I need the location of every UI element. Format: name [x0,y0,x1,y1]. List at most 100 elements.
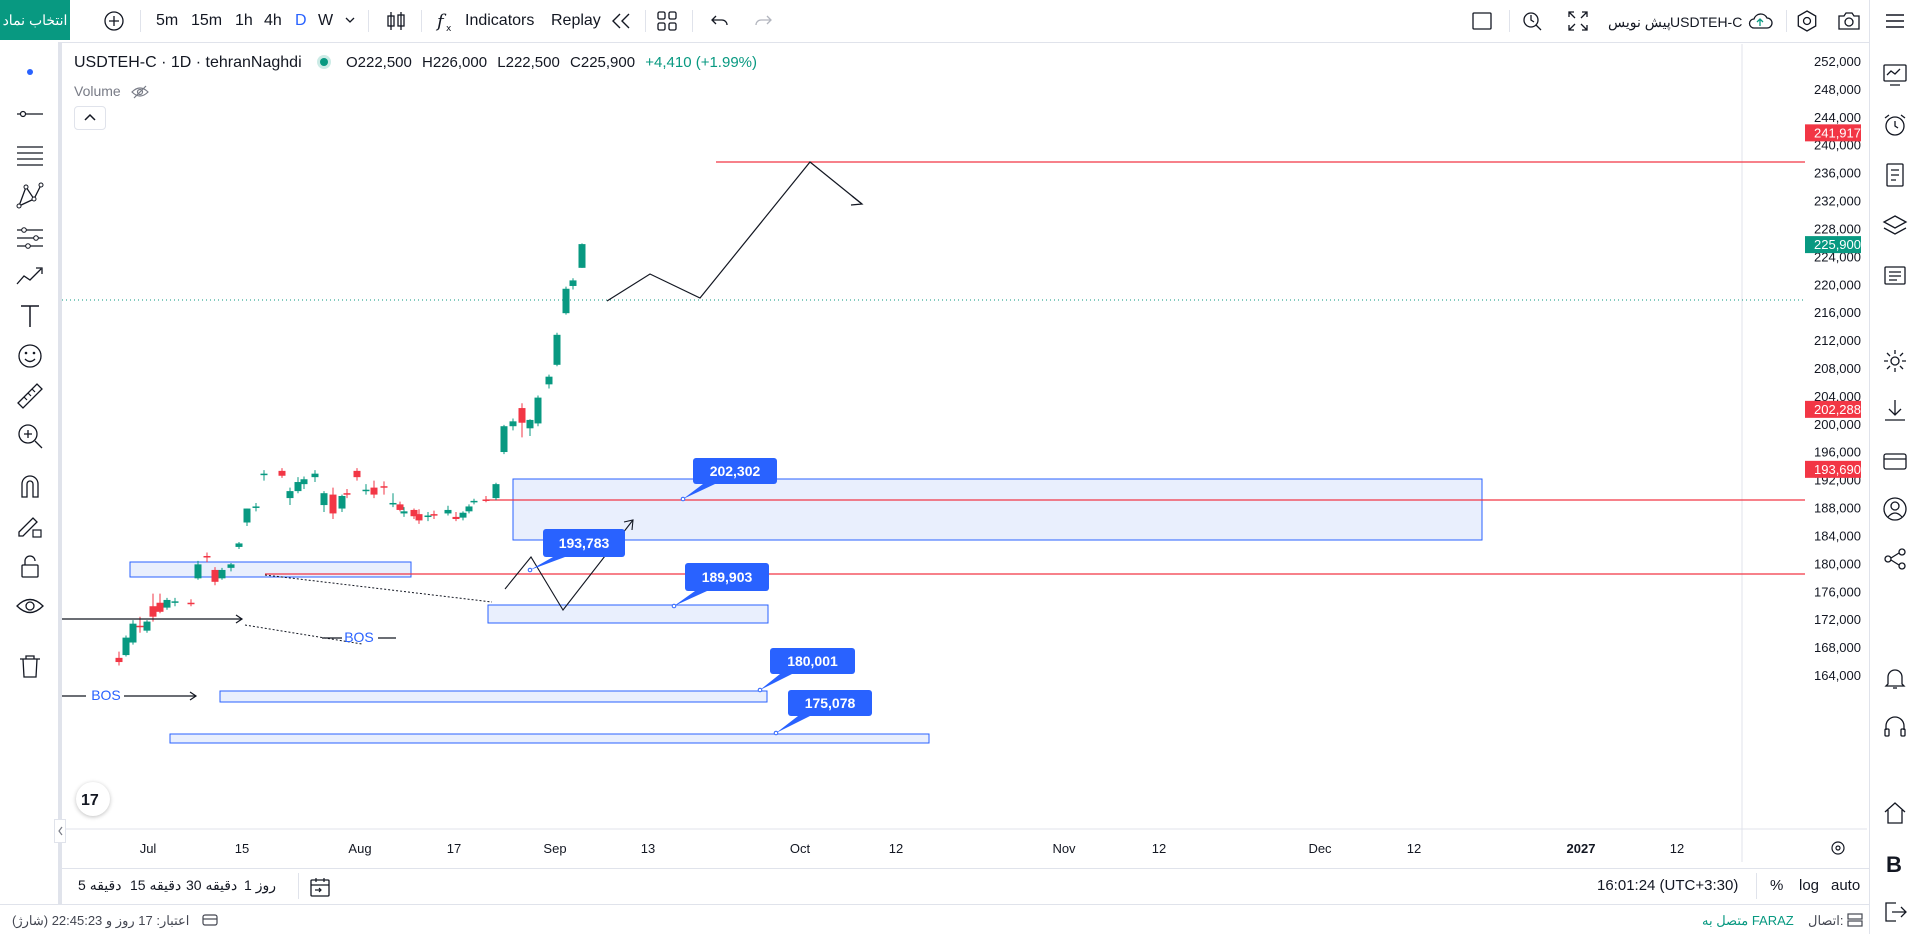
supply-zone-small[interactable] [129,561,412,578]
candle-down[interactable] [211,569,219,582]
candle-up[interactable] [578,244,586,268]
candle-up[interactable] [470,500,478,503]
candle-down[interactable] [353,470,361,478]
cloud-save-button[interactable] [1746,9,1774,33]
price-axis-label[interactable] [1805,400,1861,418]
screenshot-button[interactable] [1836,9,1862,33]
candle-down[interactable] [343,493,351,495]
projection-path[interactable] [606,161,863,302]
price-axis-label[interactable] [1805,460,1861,478]
symbol-sub-label[interactable]: پیش نویس [1608,14,1671,30]
candle-down[interactable] [452,516,460,520]
candle-down[interactable] [329,494,337,514]
tradingview-logo[interactable]: 17 [76,782,110,816]
candle-up[interactable] [362,489,370,492]
interval-w[interactable]: W [318,12,334,29]
add-symbol-button[interactable] [102,9,126,33]
text-tool[interactable] [14,300,46,332]
candle-up[interactable] [569,280,577,286]
candle-up[interactable] [492,484,500,499]
remove-drawings-tool[interactable] [14,650,46,682]
interval-15m[interactable]: 15m [191,12,223,29]
candle-up[interactable] [311,473,319,478]
fib-tool[interactable] [14,139,46,171]
candle-up[interactable] [227,564,235,568]
candle-up[interactable] [545,376,553,385]
demand-zone-189903[interactable] [487,604,769,624]
callout-box[interactable] [693,458,777,484]
emoji-tool[interactable] [14,340,46,372]
candle-down[interactable] [156,602,164,612]
candle-down[interactable] [149,606,157,617]
candle-up[interactable] [163,599,171,608]
zigzag-path[interactable] [504,519,634,611]
candle-down[interactable] [482,499,490,501]
candle-down[interactable] [136,625,144,628]
candle-up[interactable] [218,569,226,579]
percent-scale-toggle[interactable]: % [1770,877,1784,894]
candle-up[interactable] [553,334,561,365]
brush-tool[interactable] [14,260,46,292]
demand-zone-main[interactable] [512,478,1483,541]
forecast-tool[interactable] [14,220,46,252]
download-button[interactable] [1880,396,1910,426]
bos-label[interactable]: BOS [344,629,374,645]
alerts-button[interactable] [1880,110,1910,140]
redo-button[interactable] [751,9,775,33]
candle-down[interactable] [370,487,378,495]
fullscreen-button[interactable] [1566,9,1590,33]
logout-button[interactable] [1880,897,1910,927]
cursor-tool[interactable] [14,56,46,88]
interval-4h[interactable]: 4h [264,12,282,29]
go-to-date-button[interactable] [308,875,332,899]
interval-d[interactable]: D [295,12,307,29]
magnet-tool[interactable] [14,470,46,502]
undo-button[interactable] [708,9,732,33]
stay-in-drawing-tool[interactable] [14,510,46,542]
axis-settings-icon[interactable] [1831,841,1845,855]
auto-scale-toggle[interactable]: auto [1831,877,1861,894]
chart-type-button[interactable] [383,8,409,34]
broker-button[interactable]: B [1880,848,1910,878]
home-button[interactable] [1880,798,1910,828]
hide-drawings-tool[interactable] [14,590,46,622]
candle-down[interactable] [410,509,418,517]
price-axis-label[interactable] [1805,236,1861,254]
candle-up[interactable] [562,288,570,314]
watchlist-button[interactable] [1880,60,1910,90]
candle-up[interactable] [509,421,517,427]
chart-pane[interactable]: 252,000 248,000 244,000 240,000 236,000 232,0… [54,44,1869,862]
bos-label[interactable]: BOS [91,687,121,703]
eye-off-icon[interactable] [130,85,149,99]
interval-1h[interactable]: 1h [235,12,253,29]
demand-zone-180001[interactable] [219,690,768,703]
billing-button[interactable] [1880,446,1910,476]
news-button[interactable] [1880,260,1910,290]
notes-button[interactable] [1880,160,1910,190]
candle-up[interactable] [320,493,328,506]
candle-up[interactable] [534,397,542,424]
candle-down[interactable] [115,657,123,663]
candle-up[interactable] [500,426,508,453]
candle-up[interactable] [338,495,346,509]
candle-up[interactable] [286,491,294,499]
collapse-toolbar-handle[interactable] [54,819,66,843]
candle-up[interactable] [243,508,251,523]
price-axis-label[interactable] [1805,124,1861,142]
pattern-tool[interactable] [14,180,46,212]
callout-box[interactable] [770,648,855,674]
profile-button[interactable] [1880,494,1910,524]
candle-up[interactable] [171,601,179,603]
demand-zone-175078[interactable] [169,733,930,744]
candle-up[interactable] [235,543,243,547]
candle-up[interactable] [300,479,308,485]
symbol-label[interactable]: USDTEH-C [1670,14,1743,30]
fullscreen-frame-button[interactable] [1471,10,1493,32]
callout-box[interactable] [543,529,625,557]
candle-up[interactable] [260,473,268,476]
zoom-tool[interactable] [14,420,46,452]
candle-down[interactable] [396,504,404,510]
settings-button[interactable] [1795,9,1819,33]
candle-down[interactable] [430,514,438,516]
measure-tool[interactable] [14,380,46,412]
